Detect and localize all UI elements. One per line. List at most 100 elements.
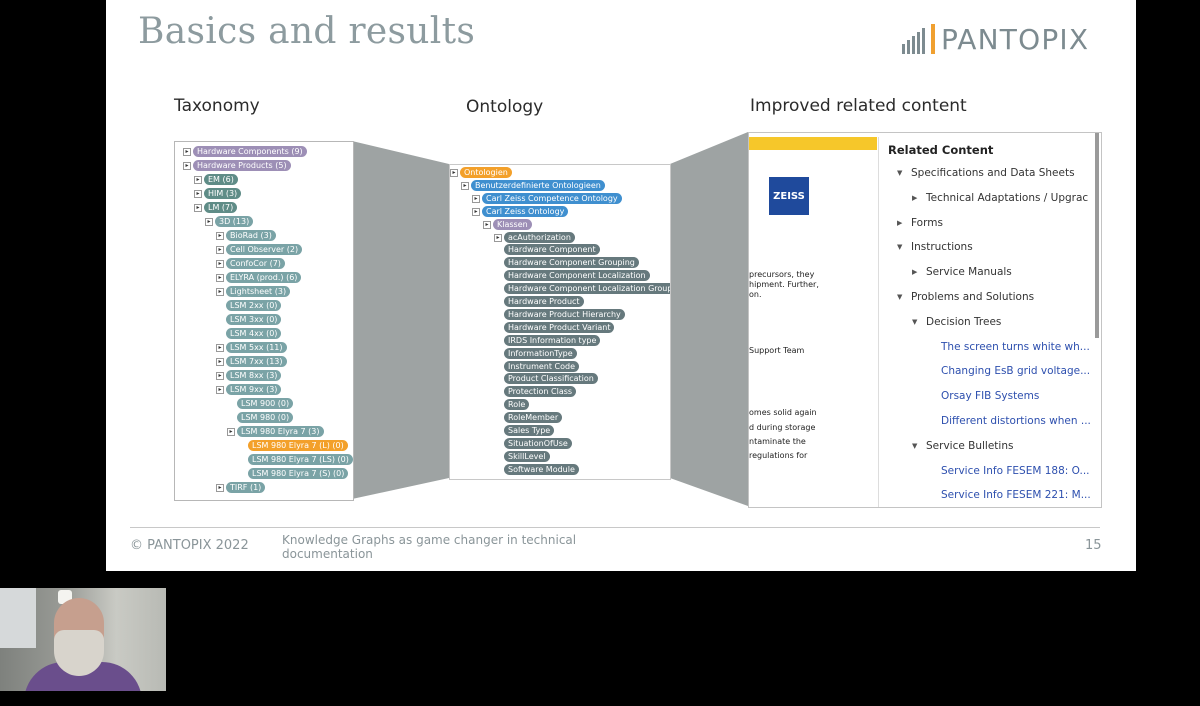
taxonomy-node[interactable]: EM (6) [204,174,238,185]
taxonomy-node[interactable]: Lightsheet (3) [226,286,291,297]
tree-toggle-icon[interactable]: ▸ [194,204,202,212]
ontology-node[interactable]: SkillLevel [504,450,550,462]
expand-down-icon[interactable]: ▼ [897,169,903,177]
taxonomy-node[interactable]: LSM 7xx (13) [226,356,287,367]
ontology-node[interactable]: Software Module [504,463,579,475]
taxonomy-node[interactable]: LSM 980 Elyra 7 (S) (0) [248,468,349,479]
expand-down-icon[interactable]: ▼ [897,293,903,301]
tree-toggle-icon[interactable]: ▸ [216,386,224,394]
ontology-node[interactable]: Hardware Component Localization Grouping [504,283,670,295]
taxonomy-node[interactable]: 3D (13) [215,216,254,227]
ontology-node[interactable]: Klassen [493,218,532,230]
tree-toggle-icon[interactable]: ▸ [450,169,458,177]
related-category[interactable]: Decision Trees [926,315,1002,328]
taxonomy-node[interactable]: BioRad (3) [226,230,276,241]
tree-toggle-icon[interactable]: ▸ [216,232,224,240]
tree-toggle-icon[interactable]: ▸ [472,207,480,216]
document-text-line: Support Team [749,346,805,355]
tree-toggle-icon[interactable]: ▸ [216,344,224,352]
tree-toggle-icon[interactable]: ▸ [216,274,224,282]
ontology-node[interactable]: Hardware Component Localization [504,270,650,282]
tree-toggle-icon[interactable]: ▸ [216,372,224,380]
taxonomy-node[interactable]: LM (7) [204,202,238,213]
taxonomy-node[interactable]: LSM 980 Elyra 7 (L) (0) [248,440,348,451]
tree-toggle-icon[interactable]: ▸ [461,181,469,190]
tree-toggle-icon[interactable]: ▸ [483,220,491,229]
footer-subtitle: Knowledge Graphs as game changer in tech… [282,533,577,561]
scrollbar[interactable] [1095,133,1099,338]
related-category[interactable]: Instructions [911,241,973,254]
related-content-panel: ZEISS precursors, they hipment. Further, o… [748,132,1102,508]
taxonomy-node[interactable]: TIRF (1) [226,482,266,493]
expand-right-icon[interactable]: ▶ [912,193,918,202]
ontology-node[interactable]: Hardware Component [504,244,600,256]
ontology-node[interactable]: Protection Class [504,386,577,398]
ontology-node[interactable]: Sales Type [504,425,555,436]
related-category[interactable]: Service Bulletins [926,439,1014,452]
related-link[interactable]: Service Info FESEM 221: M... [941,489,1091,502]
ontology-node[interactable]: Hardware Product Hierarchy [504,308,625,320]
related-category[interactable]: Forms [911,216,943,229]
taxonomy-node[interactable]: LSM 5xx (11) [226,342,287,353]
tree-toggle-icon[interactable]: ▸ [183,148,191,156]
ontology-node[interactable]: Hardware Component Grouping [504,257,639,269]
ontology-node[interactable]: Ontologien [460,167,512,178]
tree-toggle-icon[interactable]: ▸ [216,260,224,268]
ontology-node[interactable]: Carl Zeiss Ontology [482,205,569,217]
tree-toggle-icon[interactable]: ▸ [216,358,224,366]
ontology-node[interactable]: Role [504,399,530,411]
related-link[interactable]: Different distortions when ... [941,415,1091,427]
ontology-node[interactable]: acAuthorization [504,231,575,243]
ontology-node[interactable]: Benutzerdefinierte Ontologieen [471,179,605,191]
related-category[interactable]: Service Manuals [926,266,1012,279]
ontology-node[interactable]: Product Classification [504,373,598,385]
tree-toggle-icon[interactable]: ▸ [216,246,224,254]
tree-toggle-icon[interactable]: ▸ [194,176,202,184]
taxonomy-node[interactable]: LSM 3xx (0) [226,314,282,325]
taxonomy-node[interactable]: LSM 980 Elyra 7 (LS) (0) [248,454,353,465]
related-link[interactable]: Service Info FESEM 188: O... [941,464,1090,477]
related-category[interactable]: Technical Adaptations / Upgrac [926,191,1089,204]
taxonomy-node[interactable]: Hardware Components (9) [193,146,307,157]
ontology-node[interactable]: InformationType [504,347,577,359]
expand-down-icon[interactable]: ▼ [912,441,918,450]
ontology-node[interactable]: Hardware Product [504,296,584,307]
ontology-node[interactable]: RoleMember [504,412,563,424]
taxonomy-node[interactable]: LSM 9xx (3) [226,384,282,395]
expand-right-icon[interactable]: ▶ [897,218,903,227]
taxonomy-node[interactable]: LSM 8xx (3) [226,370,282,381]
tree-toggle-icon[interactable]: ▸ [227,428,235,436]
taxonomy-node[interactable]: LSM 900 (0) [237,398,294,409]
ontology-node[interactable]: IRDS Information type [504,334,601,346]
taxonomy-node[interactable]: ELYRA (prod.) (6) [226,272,302,283]
tree-toggle-icon[interactable]: ▸ [494,233,502,242]
tree-toggle-icon[interactable]: ▸ [183,162,191,170]
taxonomy-node[interactable]: Hardware Products (5) [193,160,291,171]
related-category[interactable]: Problems and Solutions [911,291,1035,303]
tree-toggle-icon[interactable]: ▸ [216,484,224,492]
ontology-node[interactable]: Instrument Code [504,360,580,372]
ontology-heading: Ontology [466,97,544,117]
taxonomy-node[interactable]: LSM 2xx (0) [226,300,282,311]
taxonomy-node[interactable]: ConfoCor (7) [226,258,285,269]
ontology-node[interactable]: Hardware Product Variant [504,321,615,333]
expand-down-icon[interactable]: ▼ [912,317,918,326]
tree-toggle-icon[interactable]: ▸ [205,218,213,226]
related-category[interactable]: Specifications and Data Sheets [911,167,1075,179]
taxonomy-node[interactable]: LSM 980 Elyra 7 (3) [237,426,324,437]
taxonomy-node[interactable]: Cell Observer (2) [226,244,303,255]
ontology-node[interactable]: SituationOfUse [504,437,572,449]
tree-toggle-icon[interactable]: ▸ [472,194,480,203]
tree-toggle-icon[interactable]: ▸ [194,190,202,198]
related-link[interactable]: The screen turns white wh... [941,340,1090,353]
taxonomy-node[interactable]: HIM (3) [204,188,242,199]
related-link[interactable]: Changing EsB grid voltage... [941,365,1091,378]
expand-right-icon[interactable]: ▶ [912,268,918,277]
page-number: 15 [1085,538,1102,553]
taxonomy-node[interactable]: LSM 4xx (0) [226,328,282,339]
ontology-node[interactable]: Carl Zeiss Competence Ontology [482,192,622,204]
taxonomy-node[interactable]: LSM 980 (0) [237,412,294,423]
expand-down-icon[interactable]: ▼ [897,243,903,252]
tree-toggle-icon[interactable]: ▸ [216,288,224,296]
related-link[interactable]: Orsay FIB Systems [941,390,1040,403]
